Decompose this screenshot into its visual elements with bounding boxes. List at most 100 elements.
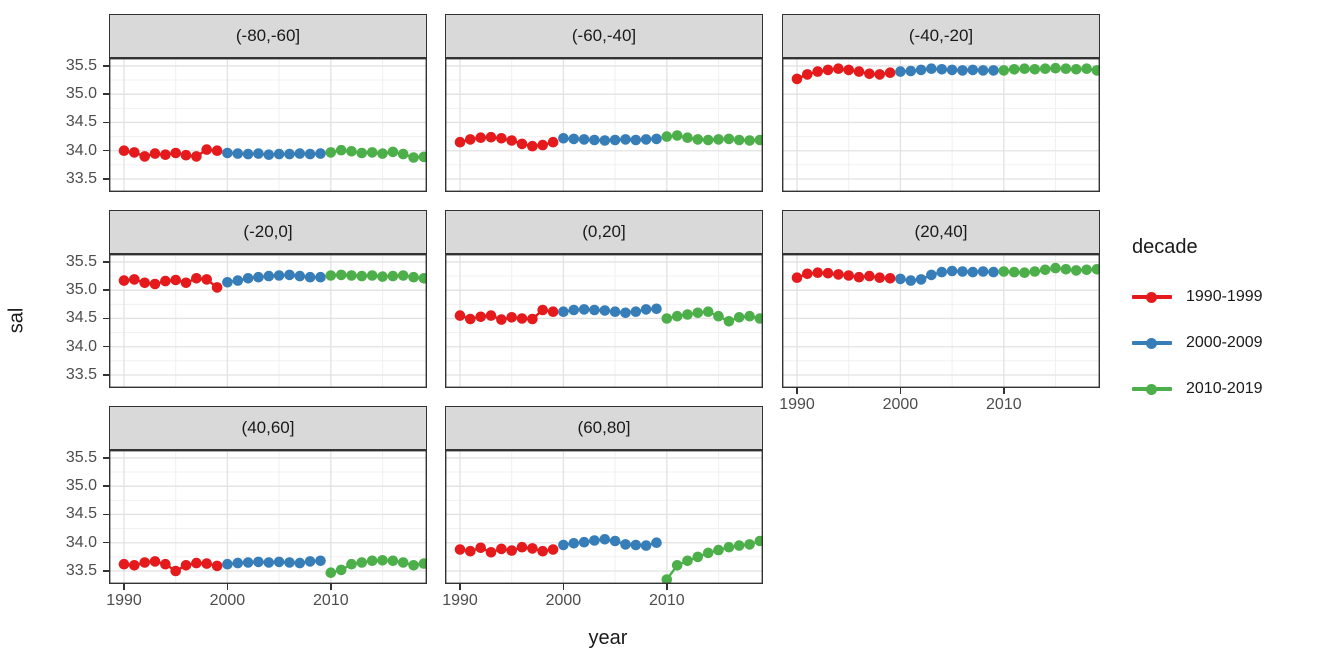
data-point (1039, 63, 1051, 74)
data-point (496, 133, 507, 144)
data-point (682, 132, 693, 143)
data-point (273, 270, 285, 281)
x-axis-title: year (588, 627, 628, 649)
data-point (1019, 63, 1030, 74)
y-tick-mark (103, 457, 109, 459)
data-point (682, 555, 693, 567)
facet-strip-label: (60,80] (577, 418, 631, 437)
data-point (387, 555, 399, 567)
data-point (578, 536, 590, 548)
data-point (537, 545, 548, 557)
data-point (926, 63, 937, 74)
facet-strip-label: (-60,-40] (571, 26, 637, 45)
panel-border (445, 254, 763, 388)
data-point (149, 556, 161, 567)
data-point (905, 275, 917, 286)
data-point (516, 541, 528, 553)
data-point (802, 69, 813, 80)
data-point (160, 275, 171, 287)
data-point (1008, 64, 1020, 75)
data-point (475, 132, 486, 143)
data-point (253, 148, 264, 159)
data-point (998, 266, 1010, 277)
data-point (418, 273, 427, 284)
data-point (118, 145, 130, 156)
data-point (170, 274, 181, 286)
data-point (589, 304, 600, 316)
data-point (242, 148, 254, 160)
data-point (465, 134, 476, 145)
data-point (802, 268, 813, 280)
facet-strip-label: (-80,-60] (235, 26, 301, 45)
data-point (454, 136, 466, 148)
data-point (465, 313, 476, 325)
data-point (222, 558, 233, 570)
data-point (335, 269, 347, 281)
x-tick-label: 2010 (649, 592, 685, 609)
data-point (160, 149, 171, 160)
x-tick-label: 2000 (882, 396, 919, 413)
data-point (242, 273, 254, 284)
data-point (537, 304, 548, 316)
legend-dot-icon (1146, 383, 1157, 395)
x-tick-label: 1990 (779, 396, 815, 413)
legend-label: 2010-2019 (1186, 380, 1263, 397)
legend-label: 2000-2009 (1186, 334, 1263, 351)
data-point (864, 68, 875, 80)
facet-strip-label: (0,20] (582, 222, 626, 241)
y-tick-label: 35.5 (65, 448, 97, 466)
data-point (325, 270, 337, 281)
data-point (506, 312, 517, 323)
data-point (640, 134, 652, 145)
data-point (754, 313, 763, 324)
data-point (589, 134, 600, 146)
data-point (485, 131, 497, 143)
data-point (232, 148, 244, 159)
data-point (864, 270, 875, 282)
x-tick-label: 2010 (986, 396, 1022, 413)
data-point (713, 134, 724, 145)
data-point (558, 306, 569, 317)
data-point (149, 278, 161, 290)
data-point (977, 65, 989, 76)
y-tick-mark (103, 317, 109, 320)
data-point (977, 266, 989, 277)
data-point (139, 277, 150, 289)
data-point (366, 147, 378, 158)
data-point (651, 303, 662, 315)
data-point (232, 557, 244, 569)
data-point (957, 266, 968, 277)
data-point (651, 537, 662, 548)
data-point (547, 136, 559, 148)
panel-border (782, 254, 1100, 388)
panel-border (445, 450, 763, 584)
facet-strip: (-60,-40] (445, 14, 763, 58)
grid-panel (109, 58, 427, 192)
data-point (335, 144, 347, 156)
data-point (516, 138, 528, 150)
grid-panel (782, 58, 1100, 192)
data-point (812, 66, 823, 77)
data-point (325, 147, 337, 158)
data-point (485, 547, 497, 558)
data-point (1081, 264, 1092, 276)
data-point (408, 152, 419, 163)
y-tick-mark (103, 65, 109, 67)
y-tick-label: 34.5 (65, 113, 97, 131)
data-point (454, 310, 466, 321)
data-point (537, 139, 548, 151)
data-point (356, 270, 368, 282)
data-point (170, 565, 181, 577)
data-point (661, 313, 673, 324)
data-point (713, 310, 724, 322)
data-point (558, 539, 569, 551)
data-point (118, 275, 130, 286)
data-point (253, 556, 264, 568)
data-point (454, 544, 466, 555)
y-tick-label: 35.5 (65, 56, 97, 74)
y-tick-label: 33.5 (65, 561, 97, 579)
data-point (294, 148, 306, 159)
y-tick-mark (103, 289, 109, 291)
y-tick-mark (103, 178, 109, 180)
